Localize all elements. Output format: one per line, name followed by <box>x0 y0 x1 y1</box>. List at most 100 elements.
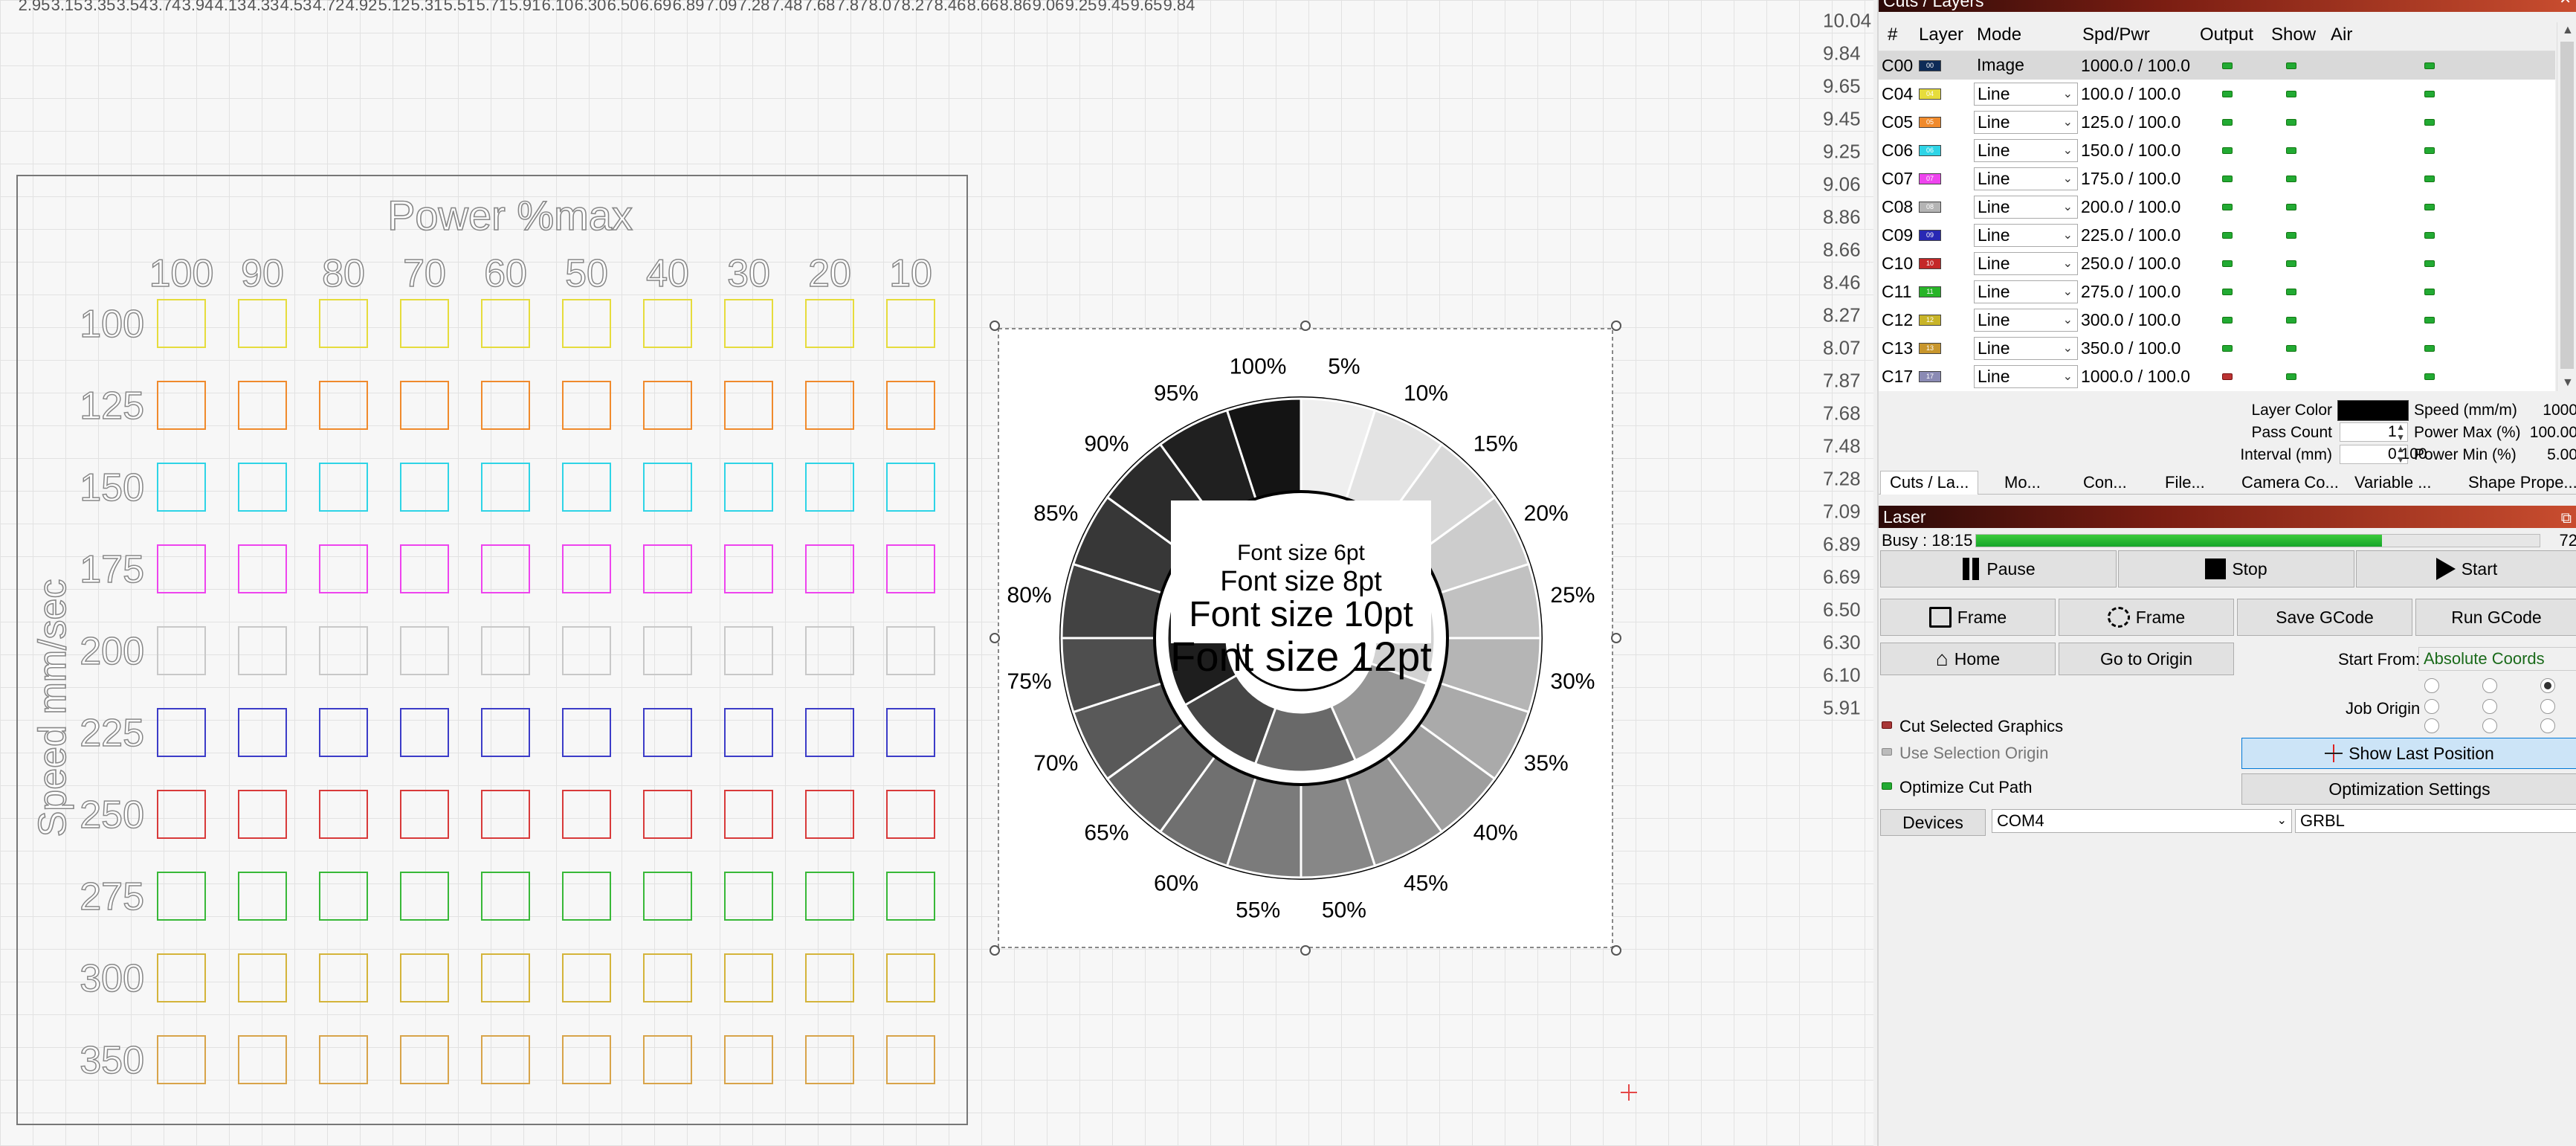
show-toggle[interactable] <box>2286 62 2296 69</box>
air-toggle[interactable] <box>2424 91 2435 97</box>
layer-color-chip[interactable]: 06 <box>1919 145 1941 156</box>
layer-mode-select[interactable]: Line ⌄ <box>1974 139 2078 162</box>
selection-handle[interactable] <box>1611 321 1621 331</box>
show-toggle[interactable] <box>2286 176 2296 182</box>
go-to-origin-button[interactable]: Go to Origin <box>2059 643 2234 675</box>
layer-row[interactable]: C05 05 Line ⌄ 125.0 / 100.0 <box>1879 108 2555 136</box>
show-toggle[interactable] <box>2286 147 2296 154</box>
port-select[interactable]: COM4 ⌄ <box>1992 809 2292 833</box>
output-toggle[interactable] <box>2222 260 2233 267</box>
job-origin-middle-left[interactable] <box>2424 699 2439 714</box>
output-toggle[interactable] <box>2222 204 2233 210</box>
devices-button[interactable]: Devices <box>1880 809 1986 836</box>
scroll-down-icon[interactable]: ▼ <box>2562 376 2574 389</box>
air-toggle[interactable] <box>2424 345 2435 352</box>
selection-handle[interactable] <box>1611 945 1621 956</box>
layer-color-chip[interactable]: 08 <box>1919 202 1941 213</box>
stop-button[interactable]: Stop <box>2118 550 2354 588</box>
layer-mode-select[interactable]: Line ⌄ <box>1974 365 2078 388</box>
air-toggle[interactable] <box>2424 260 2435 267</box>
controller-select[interactable]: GRBL <box>2295 809 2576 833</box>
laser-titlebar[interactable]: Laser ⧉ <box>1879 506 2576 528</box>
layer-color-chip[interactable]: 09 <box>1919 230 1941 241</box>
spin-arrows-icon[interactable]: ▲ ▼ <box>2396 444 2405 465</box>
layer-row[interactable]: C10 10 Line ⌄ 250.0 / 100.0 <box>1879 249 2555 277</box>
air-toggle[interactable] <box>2424 176 2435 182</box>
output-toggle[interactable] <box>2222 345 2233 352</box>
scroll-thumb[interactable] <box>2560 42 2574 369</box>
speed-value[interactable]: 1000 <box>2543 402 2576 419</box>
tab-console[interactable]: Con... <box>2083 473 2127 492</box>
air-toggle[interactable] <box>2424 119 2435 126</box>
selection-handle[interactable] <box>1611 633 1621 643</box>
material-test-grid[interactable]: Power %max Speed mm/sec 100 90 80 70 60 50 40 3… <box>16 175 968 1125</box>
job-origin-middle-center[interactable] <box>2482 699 2497 714</box>
air-toggle[interactable] <box>2424 147 2435 154</box>
start-button[interactable]: Start <box>2356 550 2576 588</box>
spin-arrows-icon[interactable]: ▲ ▼ <box>2396 422 2405 442</box>
power-max-value[interactable]: 100.00 <box>2529 424 2576 441</box>
home-button[interactable]: ⌂ Home <box>1880 643 2056 675</box>
layer-row[interactable]: C12 12 Line ⌄ 300.0 / 100.0 <box>1879 306 2555 334</box>
layer-row[interactable]: C00 00 Image 1000.0 / 100.0 <box>1879 51 2555 80</box>
layer-mode-select[interactable]: Line ⌄ <box>1974 83 2078 106</box>
show-toggle[interactable] <box>2286 317 2296 323</box>
cut-selected-checkbox[interactable] <box>1882 721 1892 729</box>
show-toggle[interactable] <box>2286 91 2296 97</box>
output-toggle[interactable] <box>2222 147 2233 154</box>
layer-color-chip[interactable]: 04 <box>1919 88 1941 100</box>
selection-handle[interactable] <box>1300 945 1311 956</box>
design-canvas[interactable]: 2.95 3.15 3.35 3.54 3.74 3.94 4.13 4.33 4.53 4.72… <box>0 0 1873 1146</box>
interval-field[interactable]: 0.100 ▲ ▼ <box>2340 444 2427 465</box>
scroll-up-icon[interactable]: ▲ <box>2562 24 2574 36</box>
selection-handle[interactable] <box>990 321 1000 331</box>
layer-row[interactable]: C06 06 Line ⌄ 150.0 / 100.0 <box>1879 136 2555 164</box>
layer-color-chip[interactable]: 10 <box>1919 258 1941 269</box>
pass-count-field[interactable]: 1 ▲ ▼ <box>2340 422 2408 442</box>
job-origin-middle-right[interactable] <box>2540 699 2555 714</box>
show-last-position-button[interactable]: Show Last Position <box>2241 738 2576 769</box>
layer-mode-select[interactable]: Line ⌄ <box>1974 167 2078 190</box>
close-icon[interactable]: ✕ <box>2559 0 2572 7</box>
pause-button[interactable]: Pause <box>1880 550 2117 588</box>
layer-mode-select[interactable]: Line ⌄ <box>1974 337 2078 360</box>
show-toggle[interactable] <box>2286 260 2296 267</box>
tab-cuts-layers[interactable]: Cuts / La... <box>1880 471 1979 495</box>
layer-color-chip[interactable]: 12 <box>1919 315 1941 326</box>
tab-shape-properties[interactable]: Shape Prope... <box>2468 473 2576 492</box>
show-toggle[interactable] <box>2286 119 2296 126</box>
job-origin-bottom-right[interactable] <box>2540 718 2555 733</box>
air-toggle[interactable] <box>2424 317 2435 323</box>
layer-row[interactable]: C08 08 Line ⌄ 200.0 / 100.0 <box>1879 193 2555 221</box>
air-toggle[interactable] <box>2424 204 2435 210</box>
layer-mode-select[interactable]: Line ⌄ <box>1974 252 2078 275</box>
tab-move[interactable]: Mo... <box>2004 473 2041 492</box>
tab-file-list[interactable]: File... <box>2165 473 2205 492</box>
layer-color-chip[interactable]: 07 <box>1919 173 1941 184</box>
layer-row[interactable]: C09 09 Line ⌄ 225.0 / 100.0 <box>1879 221 2555 249</box>
layer-row[interactable]: C17 17 Line ⌄ 1000.0 / 100.0 <box>1879 362 2555 390</box>
output-toggle[interactable] <box>2222 62 2233 69</box>
layer-color-chip[interactable]: 17 <box>1919 371 1941 382</box>
job-origin-bottom-center[interactable] <box>2482 718 2497 733</box>
layer-color-swatch[interactable] <box>2337 400 2409 421</box>
output-toggle[interactable] <box>2222 373 2233 380</box>
show-toggle[interactable] <box>2286 204 2296 210</box>
layer-color-chip[interactable]: 13 <box>1919 343 1941 354</box>
layer-mode-select[interactable]: Image <box>1974 54 2078 77</box>
undock-icon[interactable]: ⧉ <box>2560 510 2572 527</box>
output-toggle[interactable] <box>2222 91 2233 97</box>
job-origin-top-center[interactable] <box>2482 678 2497 693</box>
job-origin-top-right[interactable] <box>2540 678 2555 693</box>
layer-row[interactable]: C07 07 Line ⌄ 175.0 / 100.0 <box>1879 164 2555 193</box>
power-min-value[interactable]: 5.00 <box>2547 446 2576 463</box>
selection-handle[interactable] <box>990 945 1000 956</box>
optimize-cut-path-checkbox[interactable] <box>1882 782 1892 790</box>
selection-handle[interactable] <box>1300 321 1311 331</box>
layer-mode-select[interactable]: Line ⌄ <box>1974 309 2078 332</box>
show-toggle[interactable] <box>2286 232 2296 239</box>
layer-color-chip[interactable]: 00 <box>1919 60 1941 71</box>
layer-mode-select[interactable]: Line ⌄ <box>1974 280 2078 303</box>
layer-row[interactable]: C13 13 Line ⌄ 350.0 / 100.0 <box>1879 334 2555 362</box>
output-toggle[interactable] <box>2222 176 2233 182</box>
